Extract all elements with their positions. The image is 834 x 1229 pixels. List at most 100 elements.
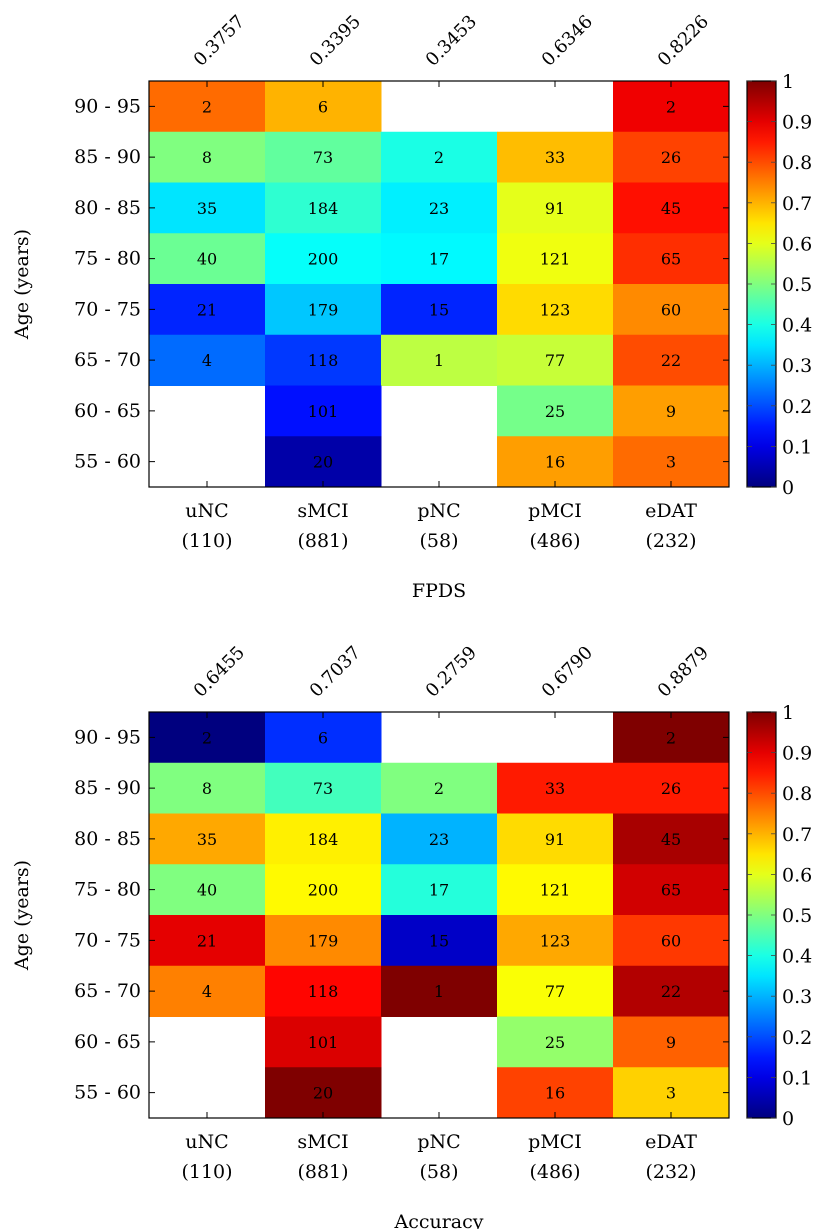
cell-count-label: 65 <box>661 881 681 900</box>
cell-count-label: 6 <box>318 97 328 116</box>
heatmap-cell <box>613 915 730 967</box>
column-score-label: 0.6455 <box>190 642 249 701</box>
y-tick-label: 85 - 90 <box>74 146 141 168</box>
cell-count-label: 25 <box>545 1033 565 1052</box>
x-count-label: (232) <box>645 530 696 552</box>
cell-count-label: 9 <box>666 402 676 421</box>
heatmap-cell <box>149 182 266 234</box>
y-tick-label: 75 - 80 <box>74 879 141 901</box>
x-count-label: (58) <box>419 530 458 552</box>
cell-count-label: 22 <box>661 982 681 1001</box>
x-tick-label: pMCI <box>528 1131 582 1153</box>
heatmap-cell <box>381 915 498 967</box>
column-score-label: 0.8879 <box>654 642 713 701</box>
cell-count-label: 91 <box>545 830 565 849</box>
x-count-label: (486) <box>529 1161 580 1183</box>
cell-count-label: 4 <box>202 351 212 370</box>
cell-count-label: 22 <box>661 351 681 370</box>
cell-count-label: 123 <box>540 300 571 319</box>
heatmap-cell <box>265 712 382 764</box>
cell-count-label: 101 <box>308 1033 339 1052</box>
heatmap-cell <box>265 233 382 285</box>
x-count-label: (110) <box>181 1161 232 1183</box>
heatmap-cell <box>265 813 382 865</box>
heatmap-cell <box>265 284 382 336</box>
cell-count-label: 184 <box>308 830 339 849</box>
x-axis-title: FPDS <box>412 580 466 602</box>
y-tick-label: 80 - 85 <box>74 197 141 219</box>
heatmap-cell <box>497 762 614 814</box>
heatmap-cell <box>497 436 614 488</box>
cell-count-label: 25 <box>545 402 565 421</box>
heatmap-cell <box>613 965 730 1017</box>
cell-count-label: 35 <box>197 830 217 849</box>
cell-count-label: 2 <box>434 148 444 167</box>
cell-count-label: 8 <box>202 779 212 798</box>
y-tick-label: 85 - 90 <box>74 777 141 799</box>
heatmap-cell <box>149 81 266 133</box>
heatmap-cell <box>613 864 730 916</box>
heatmap-cell <box>497 1067 614 1119</box>
colorbar-tick-label: 0.8 <box>782 783 812 805</box>
column-score-label: 0.7037 <box>306 642 365 701</box>
heatmap-cell <box>265 1067 382 1119</box>
heatmap-cell <box>149 915 266 967</box>
heatmap-cell <box>497 182 614 234</box>
heatmap-cell <box>613 385 730 437</box>
cell-count-label: 2 <box>434 779 444 798</box>
y-tick-label: 75 - 80 <box>74 248 141 270</box>
heatmap-cell <box>497 965 614 1017</box>
cell-count-label: 118 <box>308 982 339 1001</box>
colorbar-tick-label: 1 <box>782 702 794 724</box>
heatmap-cell <box>381 813 498 865</box>
cell-count-label: 15 <box>429 300 449 319</box>
heatmap-cell <box>265 131 382 183</box>
y-tick-label: 55 - 60 <box>74 1082 141 1104</box>
heatmap-cell <box>149 284 266 336</box>
colorbar-tick-label: 0.2 <box>782 396 812 418</box>
heatmap-cell <box>613 436 730 488</box>
heatmap-cell <box>613 813 730 865</box>
heatmap-cell <box>381 284 498 336</box>
heatmap-cell <box>381 864 498 916</box>
cell-count-label: 40 <box>197 250 217 269</box>
colorbar-tick-label: 0.8 <box>782 152 812 174</box>
heatmap-cell <box>613 334 730 386</box>
heatmap-cell <box>497 385 614 437</box>
cell-count-label: 33 <box>545 148 565 167</box>
column-score-label: 0.3757 <box>190 11 249 70</box>
heatmap-cell <box>613 1067 730 1119</box>
heatmap-cell <box>149 965 266 1017</box>
cell-count-label: 23 <box>429 199 449 218</box>
x-axis-title: Accuracy <box>393 1211 483 1229</box>
x-count-label: (232) <box>645 1161 696 1183</box>
cell-count-label: 23 <box>429 830 449 849</box>
cell-count-label: 121 <box>540 881 571 900</box>
cell-count-label: 17 <box>429 250 449 269</box>
heatmap-cell <box>265 965 382 1017</box>
cell-count-label: 33 <box>545 779 565 798</box>
column-score-label: 0.3395 <box>306 11 365 70</box>
y-tick-label: 55 - 60 <box>74 451 141 473</box>
cell-count-label: 121 <box>540 250 571 269</box>
y-tick-label: 80 - 85 <box>74 828 141 850</box>
heatmap-cell <box>613 762 730 814</box>
cell-count-label: 200 <box>308 881 339 900</box>
colorbar-tick-label: 0.9 <box>782 112 812 134</box>
heatmap-cell <box>497 334 614 386</box>
heatmap-cell <box>265 81 382 133</box>
x-count-label: (881) <box>297 530 348 552</box>
colorbar-tick-label: 0.4 <box>782 315 812 337</box>
cell-count-label: 60 <box>661 300 681 319</box>
heatmap-cell <box>149 334 266 386</box>
cell-count-label: 1 <box>434 982 444 1001</box>
cell-count-label: 1 <box>434 351 444 370</box>
x-tick-label: pMCI <box>528 500 582 522</box>
cell-count-label: 73 <box>313 779 333 798</box>
colorbar-tick-label: 0.4 <box>782 946 812 968</box>
heatmap-cell <box>265 915 382 967</box>
cell-count-label: 2 <box>666 728 676 747</box>
cell-count-label: 77 <box>545 351 565 370</box>
heatmap-cell <box>497 1016 614 1068</box>
